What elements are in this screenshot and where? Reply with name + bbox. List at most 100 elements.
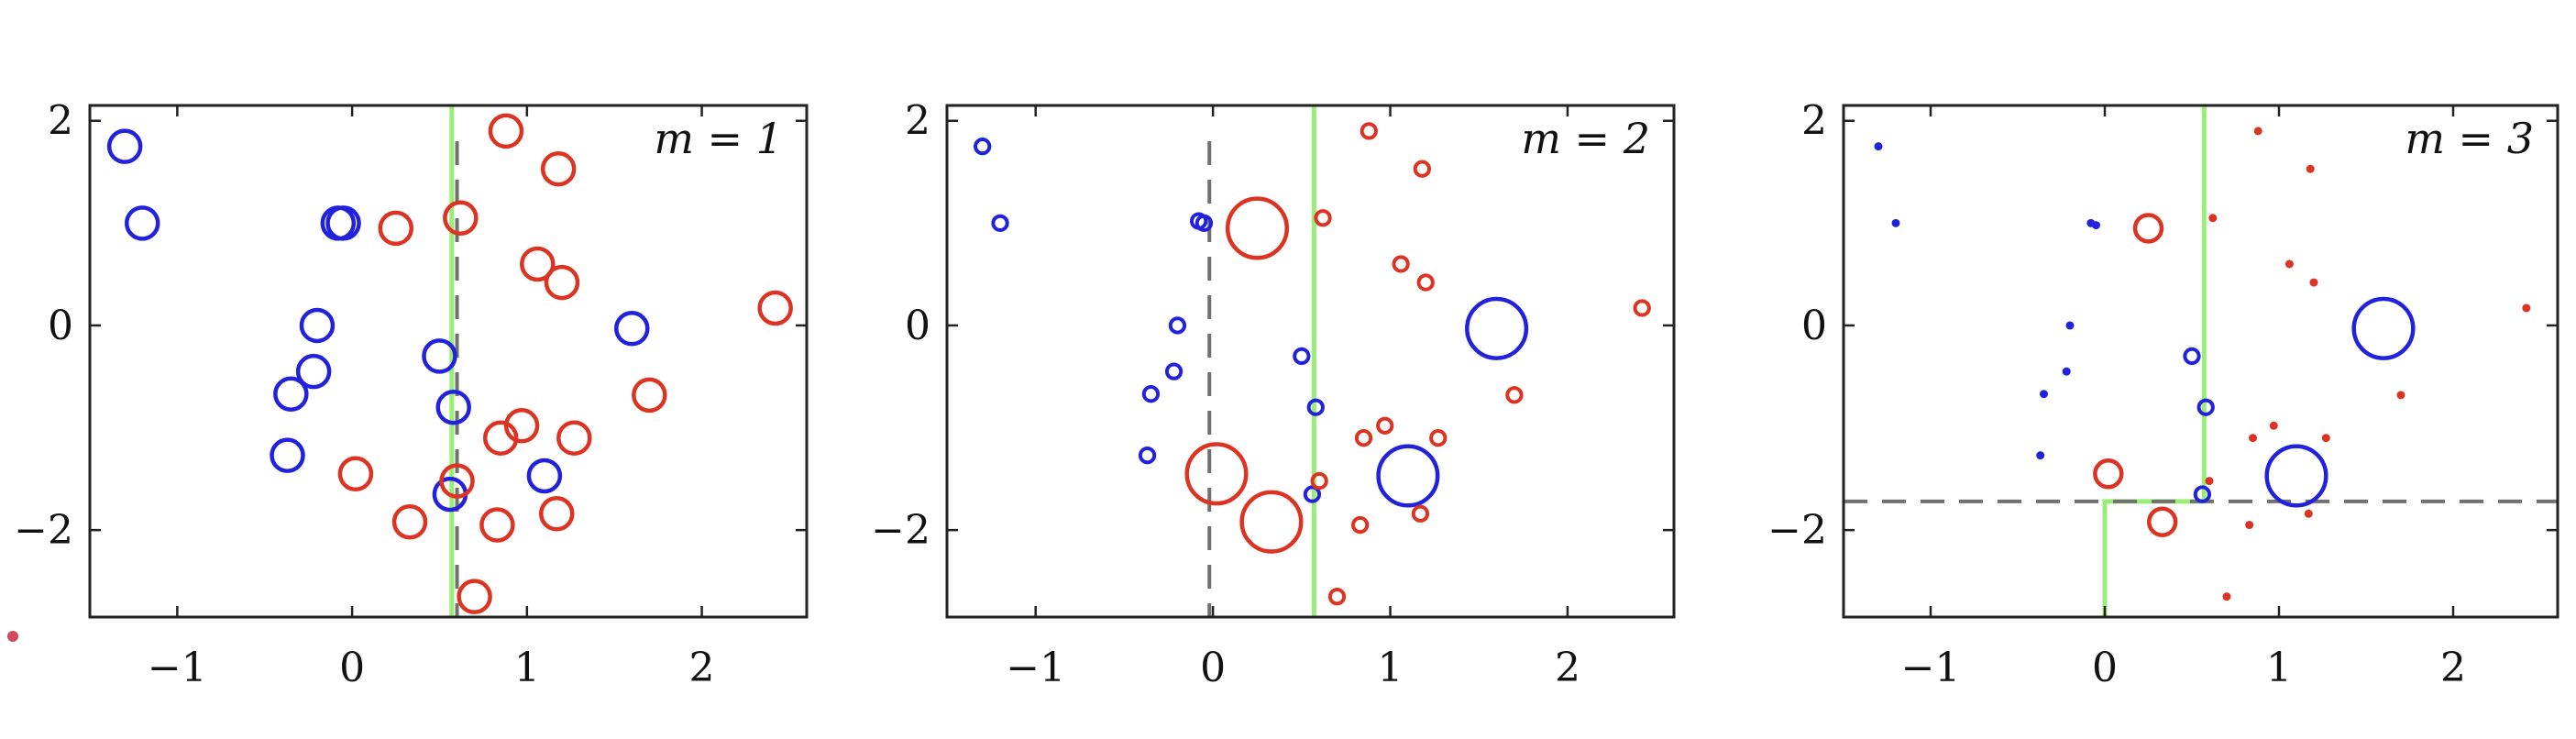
red-data-point [2132, 213, 2164, 244]
blue-data-point [295, 353, 332, 390]
blue-data-point [1168, 316, 1187, 335]
blue-data-point [270, 437, 305, 473]
x-tick-label: 1 [2266, 645, 2292, 691]
red-data-point [479, 507, 515, 543]
blue-data-point [1164, 362, 1183, 381]
red-data-point [1633, 299, 1651, 317]
red-data-point [1184, 442, 1249, 506]
blue-data-point [1465, 296, 1529, 360]
x-tick-label: 2 [2440, 645, 2466, 691]
blue-data-point [2092, 221, 2100, 230]
red-data-point [2309, 278, 2318, 287]
red-data-point [2304, 509, 2313, 518]
red-data-point [2222, 592, 2231, 601]
red-data-point [2253, 127, 2262, 136]
blue-data-point [2264, 444, 2328, 508]
stray-dot-marker [7, 631, 18, 642]
red-data-point [1505, 386, 1524, 404]
red-data-point [540, 150, 577, 187]
axes-frame [88, 104, 809, 619]
blue-data-point [273, 376, 309, 412]
y-tick-label: 2 [905, 98, 930, 145]
red-data-point [2284, 259, 2294, 269]
x-tick-label: 0 [1200, 645, 1226, 691]
red-data-point [503, 408, 540, 444]
blue-data-point [2036, 451, 2045, 460]
red-data-point [488, 113, 524, 149]
plot-area [106, 105, 793, 617]
red-data-point [1239, 490, 1304, 554]
y-tick-label: 2 [48, 98, 73, 145]
blue-data-point [1141, 385, 1161, 403]
red-data-point [1314, 209, 1332, 227]
x-tick-label: −1 [148, 645, 207, 691]
red-data-point [443, 200, 479, 237]
blue-data-point [2196, 398, 2215, 416]
red-data-point [1354, 429, 1373, 447]
axes-frame [1842, 104, 2559, 619]
x-tick-label: 2 [1555, 645, 1580, 691]
red-data-point [2249, 434, 2257, 443]
red-data-point [1360, 122, 1378, 140]
y-tick-label: 0 [1801, 303, 1827, 349]
blue-data-point [422, 338, 457, 374]
y-tick-label: 0 [905, 303, 930, 349]
red-data-point [1411, 504, 1430, 523]
red-data-point [439, 463, 475, 499]
red-data-point [378, 210, 414, 247]
red-data-point [556, 420, 592, 456]
red-data-point [1392, 255, 1410, 273]
panel-2: −1 0 1 2 2 0 −2 m = 2 [871, 98, 1676, 691]
red-data-point [391, 503, 428, 540]
blue-data-point [974, 137, 992, 156]
x-tick-label: −1 [1006, 645, 1065, 691]
red-data-point [539, 496, 575, 532]
blue-data-point [124, 205, 160, 241]
x-tick-label: 1 [514, 645, 540, 691]
red-data-point [457, 579, 492, 614]
blue-data-point [2040, 390, 2048, 399]
plot-area [1844, 105, 2558, 617]
red-data-point [1416, 273, 1435, 292]
red-data-point [2147, 506, 2178, 537]
blue-data-point [1874, 142, 1883, 151]
panel-annotation: m = 3 [2405, 114, 2534, 163]
red-data-point [337, 456, 374, 492]
blue-data-point [2062, 367, 2071, 376]
blue-data-point [1303, 485, 1322, 503]
red-data-point [544, 264, 580, 301]
red-data-point [2205, 477, 2214, 486]
red-data-point [2396, 391, 2405, 400]
red-data-point [2269, 421, 2278, 430]
red-data-point [1310, 471, 1328, 491]
blue-data-point [299, 307, 336, 344]
x-tick-label: 0 [2092, 645, 2118, 691]
red-data-point [1351, 515, 1370, 535]
y-tick-label: 2 [1801, 98, 1827, 145]
red-data-point [2093, 458, 2124, 490]
red-data-point [2245, 521, 2254, 530]
x-tick-label: −1 [1901, 645, 1961, 691]
red-data-point [2522, 303, 2531, 313]
red-data-point [520, 246, 556, 282]
red-data-point [632, 377, 667, 414]
x-tick-label: 2 [689, 645, 715, 691]
blue-data-point [1194, 214, 1214, 232]
axes-frame [945, 104, 1676, 619]
x-tick-label: 0 [339, 645, 365, 691]
blue-data-point [2351, 296, 2416, 360]
x-tick-label: 1 [1378, 645, 1404, 691]
red-data-point [2306, 164, 2315, 173]
red-data-point [1413, 160, 1432, 178]
blue-data-point [1293, 347, 1311, 366]
red-data-point [1225, 196, 1290, 260]
blue-data-point [435, 389, 471, 425]
blue-data-point [2193, 485, 2212, 503]
panel-1: −1 0 1 2 2 0 −2 m = 1 [14, 98, 809, 691]
red-data-point [482, 420, 519, 456]
y-tick-label: −2 [14, 507, 73, 554]
red-data-point [2321, 434, 2330, 443]
blue-data-point [325, 205, 361, 241]
plot-area [974, 105, 1651, 617]
